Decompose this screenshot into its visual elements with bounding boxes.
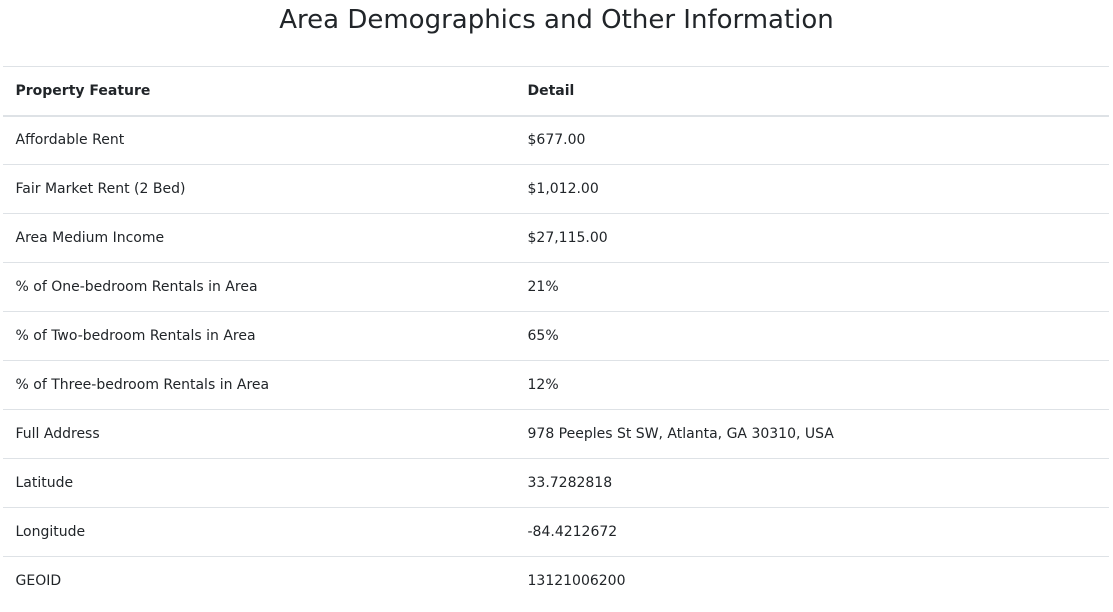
- detail-cell: 21%: [527, 279, 559, 295]
- detail-cell: $27,115.00: [527, 230, 608, 246]
- detail-cell: -84.4212672: [527, 524, 618, 540]
- feature-cell: Latitude: [15, 475, 74, 491]
- demographics-table: Property Feature Detail Affordable Rent …: [3, 66, 1109, 606]
- detail-cell: 12%: [527, 377, 559, 393]
- table-row: Fair Market Rent (2 Bed) $1,012.00: [3, 165, 1109, 214]
- detail-cell: 978 Peeples St SW, Atlanta, GA 30310, US…: [527, 426, 834, 442]
- feature-cell: Fair Market Rent (2 Bed): [15, 181, 186, 197]
- header-detail: Detail: [527, 82, 575, 99]
- detail-cell: 33.7282818: [527, 475, 613, 491]
- table-row: Affordable Rent $677.00: [3, 116, 1109, 165]
- table-header: Property Feature Detail: [3, 66, 1109, 116]
- feature-cell: % of Three-bedroom Rentals in Area: [15, 377, 270, 393]
- detail-cell: 13121006200: [527, 573, 626, 590]
- table-row: % of Two-bedroom Rentals in Area 65%: [3, 312, 1109, 361]
- table-body: Affordable Rent $677.00 Fair Market Rent…: [3, 116, 1109, 606]
- table-header-row: Property Feature Detail: [3, 66, 1109, 116]
- table-row: % of One-bedroom Rentals in Area 21%: [3, 263, 1109, 312]
- detail-cell: 65%: [527, 328, 559, 344]
- demographics-table-container: Property Feature Detail Affordable Rent …: [3, 66, 1109, 606]
- feature-cell: Affordable Rent: [15, 132, 125, 149]
- table-row: Full Address 978 Peeples St SW, Atlanta,…: [3, 410, 1109, 459]
- detail-cell: $1,012.00: [527, 181, 599, 197]
- table-row: GEOID 13121006200: [3, 557, 1109, 606]
- table-row: Longitude -84.4212672: [3, 508, 1109, 557]
- table-row: % of Three-bedroom Rentals in Area 12%: [3, 361, 1109, 410]
- feature-cell: Longitude: [15, 524, 86, 540]
- page-title: Area Demographics and Other Information: [279, 5, 834, 35]
- feature-cell: % of One-bedroom Rentals in Area: [15, 279, 258, 295]
- table-row: Latitude 33.7282818: [3, 459, 1109, 508]
- feature-cell: Full Address: [15, 426, 100, 442]
- table-row: Area Medium Income $27,115.00: [3, 214, 1109, 263]
- feature-cell: Area Medium Income: [15, 230, 165, 246]
- detail-cell: $677.00: [527, 132, 586, 149]
- feature-cell: % of Two-bedroom Rentals in Area: [15, 328, 256, 344]
- header-property-feature: Property Feature: [15, 82, 151, 99]
- feature-cell: GEOID: [15, 573, 62, 590]
